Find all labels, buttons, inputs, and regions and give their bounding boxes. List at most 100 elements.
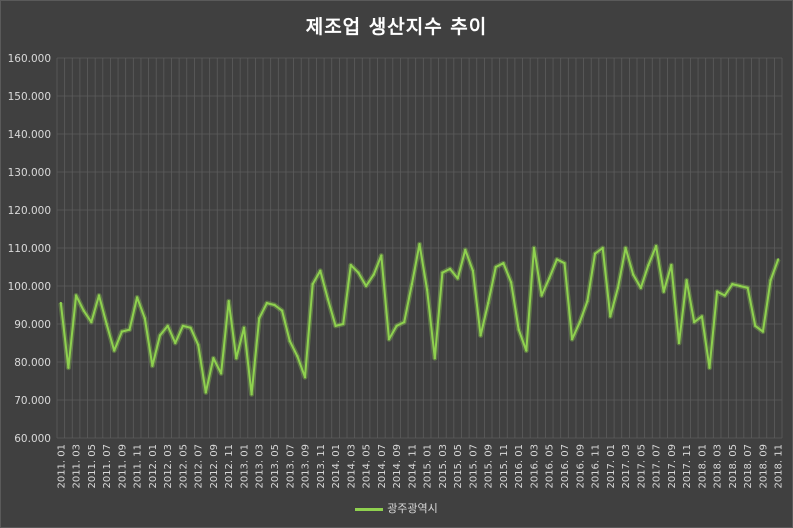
- data-point: [425, 288, 429, 291]
- data-point: [509, 281, 513, 284]
- data-point: [593, 252, 597, 255]
- data-point: [166, 324, 169, 328]
- x-tick-label: 2017. 03: [621, 444, 632, 489]
- data-point: [563, 262, 566, 265]
- data-point: [151, 364, 154, 367]
- data-point: [364, 284, 368, 288]
- x-tick-label: 2012. 05: [178, 444, 189, 489]
- data-point: [235, 357, 238, 360]
- x-tick-label: 2015. 03: [438, 444, 449, 489]
- data-point: [303, 376, 307, 379]
- x-tick-label: 2015. 05: [453, 444, 464, 489]
- x-tick-label: 2012. 03: [163, 444, 174, 489]
- y-tick-label: 120.000: [8, 205, 51, 217]
- y-tick-label: 80.000: [14, 357, 51, 369]
- data-point: [502, 262, 505, 265]
- data-point: [395, 324, 398, 328]
- x-tick-label: 2013. 01: [239, 444, 250, 489]
- chart-title: 제조업 생산지수 추이: [305, 16, 488, 38]
- data-point: [319, 269, 322, 272]
- y-tick-label: 60.000: [14, 433, 51, 445]
- x-tick-label: 2017. 11: [682, 444, 693, 489]
- data-point: [761, 330, 765, 333]
- data-point: [479, 334, 482, 337]
- data-point: [258, 317, 261, 320]
- y-tick-label: 100.000: [8, 281, 51, 293]
- x-tick-label: 2011. 09: [117, 444, 128, 489]
- data-point: [486, 301, 490, 305]
- series-line-group: [58, 241, 781, 397]
- data-point: [59, 301, 63, 305]
- data-point: [464, 248, 467, 252]
- data-point: [311, 282, 314, 286]
- data-point: [441, 271, 444, 274]
- x-tick-label: 2014. 01: [331, 444, 342, 489]
- data-point: [250, 393, 253, 396]
- data-point: [204, 391, 208, 394]
- data-point: [349, 263, 353, 267]
- data-point: [128, 328, 131, 331]
- data-point: [715, 290, 719, 293]
- data-point: [609, 315, 612, 318]
- x-tick-label: 2016. 07: [560, 444, 571, 489]
- data-point: [631, 273, 635, 276]
- data-point: [723, 294, 726, 297]
- x-tick-label: 2013. 03: [255, 444, 266, 489]
- x-tick-label: 2011. 05: [87, 444, 98, 489]
- x-axis-tick-labels: 2011. 01 2011. 03 2011. 05 2011. 07 2011. 09…: [56, 444, 784, 489]
- data-point: [532, 246, 536, 250]
- x-tick-label: 2016. 03: [529, 444, 540, 489]
- series-line: [59, 243, 780, 396]
- data-point: [555, 258, 559, 261]
- data-point: [494, 265, 498, 269]
- data-point: [97, 294, 101, 297]
- data-point: [341, 322, 345, 326]
- data-point: [693, 320, 696, 324]
- x-tick-label: 2015. 09: [484, 444, 495, 489]
- x-tick-label: 2014. 03: [346, 444, 357, 489]
- data-point: [654, 244, 658, 248]
- x-tick-label: 2015. 07: [468, 444, 479, 489]
- x-tick-label: 2011. 11: [133, 444, 144, 489]
- data-point: [196, 343, 200, 347]
- data-point: [380, 254, 383, 257]
- x-tick-label: 2011. 01: [56, 444, 67, 489]
- data-point: [113, 349, 116, 352]
- data-point: [738, 284, 742, 288]
- data-point: [418, 243, 421, 246]
- x-tick-label: 2014. 11: [407, 444, 418, 489]
- x-tick-label: 2014. 09: [392, 444, 403, 489]
- data-point: [586, 300, 589, 303]
- x-tick-label: 2018. 03: [713, 444, 724, 489]
- y-tick-label: 90.000: [14, 319, 51, 331]
- data-point: [143, 317, 146, 320]
- legend: 광주광역시: [0, 500, 793, 516]
- data-point: [90, 320, 93, 324]
- data-point: [403, 320, 406, 324]
- data-point: [754, 324, 757, 328]
- y-tick-label: 140.000: [8, 129, 51, 141]
- data-point: [74, 294, 78, 297]
- data-point: [296, 355, 299, 358]
- data-point: [769, 279, 772, 282]
- x-tick-label: 2016. 05: [545, 444, 556, 489]
- x-tick-label: 2017. 07: [652, 444, 663, 489]
- horizontal-gridlines: [57, 57, 782, 439]
- data-point: [273, 303, 276, 307]
- data-point: [181, 324, 185, 328]
- y-tick-label: 130.000: [8, 167, 51, 179]
- data-point: [265, 301, 269, 305]
- data-point: [647, 263, 650, 267]
- data-point: [242, 326, 246, 329]
- data-point: [158, 334, 162, 337]
- data-point: [456, 277, 459, 280]
- x-tick-label: 2013. 07: [285, 444, 296, 489]
- data-point: [212, 357, 215, 360]
- x-tick-label: 2016. 11: [591, 444, 602, 489]
- legend-label: 광주광역시: [387, 502, 438, 515]
- y-tick-label: 150.000: [8, 91, 51, 103]
- data-point: [540, 294, 543, 297]
- data-point: [189, 326, 192, 329]
- x-tick-label: 2017. 01: [606, 444, 617, 489]
